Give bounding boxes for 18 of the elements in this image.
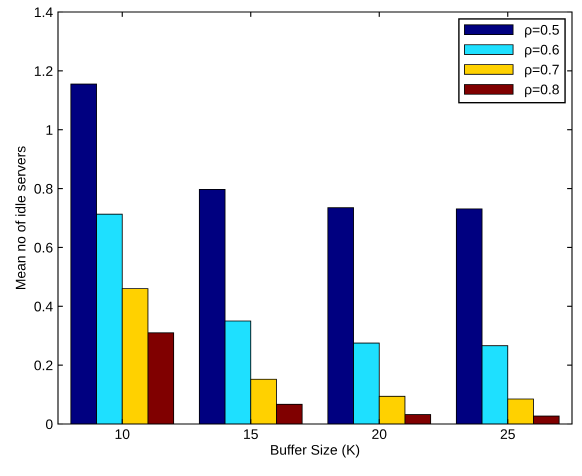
x-tick-label: 25	[500, 429, 515, 440]
x-tick-label: 20	[372, 429, 386, 440]
legend-label: ρ=0.5	[525, 24, 559, 38]
y-tick-label: 0	[46, 419, 53, 430]
y-tick-label: 1.2	[34, 66, 52, 76]
x-tick-label: 15	[244, 429, 258, 440]
y-tick-label: 0.2	[34, 360, 52, 370]
y-axis-title: Mean no of idle servers	[15, 146, 26, 290]
y-tick-label: 1	[46, 125, 52, 135]
legend-label: ρ=0.7	[525, 64, 559, 78]
y-tick-label: 0.6	[34, 242, 53, 253]
y-tick-label: 1.4	[34, 7, 53, 18]
legend-label: ρ=0.8	[525, 84, 559, 98]
x-tick-label: 10	[116, 429, 130, 440]
legend-label: ρ=0.6	[525, 44, 559, 58]
y-tick-label: 0.8	[34, 184, 53, 194]
y-tick-label: 0.4	[34, 302, 53, 312]
x-axis-title: Buffer Size (K)	[271, 444, 360, 458]
